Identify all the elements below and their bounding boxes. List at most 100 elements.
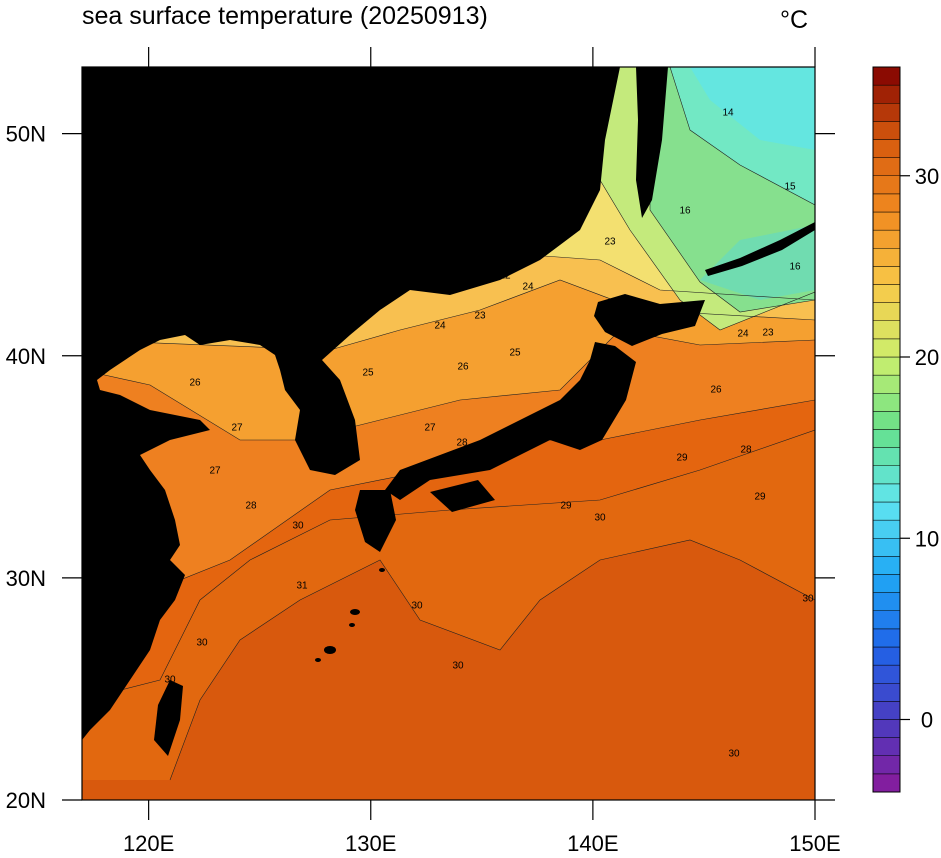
land-taiwan [154, 680, 183, 756]
colorbar-box [872, 538, 901, 557]
colorbar-box [872, 175, 901, 195]
contour-label: 21 [561, 214, 573, 225]
land-hokkaido [594, 294, 705, 346]
land-honshu [385, 342, 636, 500]
unit-label: °C [780, 6, 808, 34]
contour-line [169, 539, 815, 781]
contour-label: 26 [457, 362, 469, 373]
colorbar-box [872, 211, 901, 231]
x-tick-label: 120E [123, 831, 174, 856]
y-tick-label: 50N [6, 122, 46, 147]
colorbar-box [872, 501, 901, 521]
contour-label: 31 [296, 581, 308, 592]
colorbar-box [872, 157, 901, 176]
colorbar-box [872, 338, 901, 358]
colorbar-box [872, 429, 901, 448]
map-frame [81, 66, 816, 801]
contour-label: 24 [737, 329, 749, 340]
contour-label: 23 [762, 328, 774, 339]
contour-label: 28 [456, 438, 468, 449]
colorbar-box [872, 139, 901, 158]
colorbar-box [872, 483, 901, 503]
contour-label: 23 [604, 237, 616, 248]
x-tick-label: 140E [567, 831, 618, 856]
map-panel [82, 67, 815, 800]
land-asia [82, 67, 620, 740]
colorbar-box [872, 411, 901, 430]
colorbar-box [872, 356, 901, 376]
contour-label: 30 [411, 601, 423, 612]
contour-label: 16 [679, 206, 691, 217]
title: sea surface temperature (20250913) [82, 2, 488, 30]
contour-label: 24 [522, 282, 534, 293]
colorbar-tick-label: 10 [915, 526, 939, 551]
colorbar-box [872, 773, 901, 793]
colorbar-box [872, 121, 901, 140]
colorbar-box [872, 374, 901, 394]
land-shikoku [430, 480, 495, 512]
contour-label: 25 [362, 368, 374, 379]
contour-label: 15 [784, 182, 796, 193]
contour-label: 26 [189, 378, 201, 389]
contour-label: 30 [728, 749, 740, 760]
colorbar-box [872, 719, 901, 738]
contour-label: 30 [802, 594, 814, 605]
contour-label: 25 [509, 348, 521, 359]
contour-line [82, 329, 815, 441]
colorbar-box [872, 556, 901, 575]
contour-label: 30 [594, 513, 606, 524]
colorbar-box [872, 320, 901, 340]
colorbar-box [872, 592, 901, 611]
colorbar-box [872, 393, 901, 412]
colorbar-box [872, 755, 901, 775]
land-sakhalin [636, 67, 668, 218]
colorbar-box [872, 574, 901, 593]
land-kurils [705, 222, 815, 276]
contour-label: 28 [740, 445, 752, 456]
colorbar-box [872, 66, 901, 86]
land-islands [315, 568, 385, 662]
contour-label: 26 [710, 385, 722, 396]
colorbar-box [872, 248, 901, 267]
contour-label: 28 [245, 501, 257, 512]
colorbar-box [872, 610, 901, 630]
colorbar-box [872, 103, 901, 122]
colorbar-box [872, 447, 901, 466]
contour-label: 29 [754, 492, 766, 503]
x-tick-label: 150E [789, 831, 840, 856]
contour-label: 29 [560, 501, 572, 512]
contour-label: 22 [499, 271, 511, 282]
contour-label: 30 [196, 638, 208, 649]
colorbar-box [872, 628, 901, 648]
x-tick-label: 130E [345, 831, 396, 856]
contour-label: 30 [452, 661, 464, 672]
contour-label: 24 [434, 321, 446, 332]
colorbar-box [872, 229, 901, 249]
colorbar-tick-label: 0 [921, 708, 933, 733]
ocean-14 [690, 67, 815, 150]
colorbar-box [872, 519, 901, 539]
contour-label: 23 [474, 311, 486, 322]
contour-label: 27 [231, 423, 243, 434]
colorbar-tick-label: 30 [915, 164, 939, 189]
colorbar-box [872, 266, 901, 285]
colorbar-box [872, 701, 901, 720]
colorbar-box [872, 193, 901, 213]
y-tick-label: 30N [6, 566, 46, 591]
colorbar-box [872, 284, 901, 303]
colorbar-box [872, 664, 901, 684]
y-tick-label: 40N [6, 344, 46, 369]
colorbar-box [872, 683, 901, 702]
contour-label: 29 [676, 453, 688, 464]
contour-label: 16 [789, 262, 801, 273]
contour-label: 14 [722, 108, 734, 119]
contour-line [82, 429, 815, 701]
land-kyushu [355, 490, 396, 552]
contour-label: 30 [164, 675, 176, 686]
contour-label: 27 [424, 423, 436, 434]
colorbar-frame [872, 66, 901, 793]
colorbar-box [872, 302, 901, 321]
colorbar-box [872, 465, 901, 485]
contour-label: 27 [209, 466, 221, 477]
